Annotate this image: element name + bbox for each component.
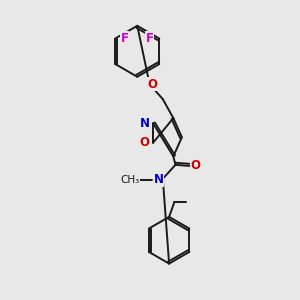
Text: O: O [140, 136, 150, 149]
Text: F: F [146, 32, 154, 45]
Text: N: N [154, 173, 164, 186]
Text: CH₃: CH₃ [120, 175, 140, 185]
Text: O: O [190, 159, 201, 172]
Text: N: N [140, 117, 150, 130]
Text: O: O [147, 78, 157, 91]
Text: F: F [121, 32, 129, 45]
